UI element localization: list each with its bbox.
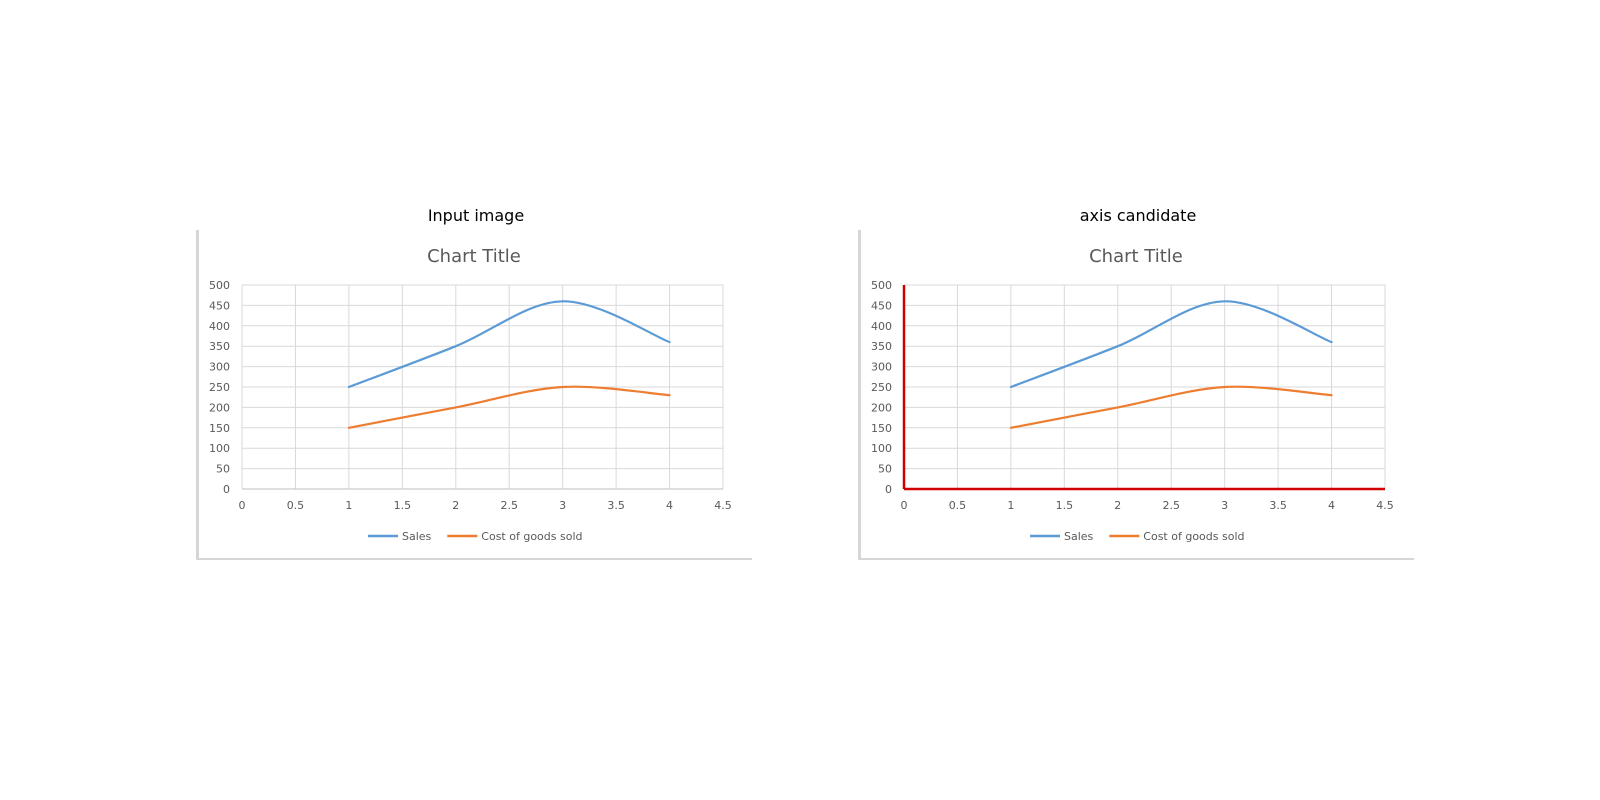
y-tick-label: 250 — [871, 381, 892, 394]
y-tick-label: 350 — [209, 340, 230, 353]
series-line — [347, 385, 671, 429]
y-tick-label: 200 — [209, 401, 230, 414]
x-tick-label: 4 — [1328, 499, 1335, 512]
x-tick-label: 0.5 — [287, 499, 305, 512]
x-tick-label: 3.5 — [607, 499, 625, 512]
y-tick-label: 400 — [871, 320, 892, 333]
y-tick-label: 500 — [209, 279, 230, 292]
chart-title: Chart Title — [1089, 246, 1183, 267]
x-tick-label: 3 — [1221, 499, 1228, 512]
panel-caption: axis candidate — [1079, 206, 1197, 225]
line-chart: Chart Title 0 50 100 150 200 250 300 350 400 450 50… — [871, 246, 1394, 543]
y-tick-label: 300 — [871, 361, 892, 374]
x-tick-label: 4.5 — [1376, 499, 1394, 512]
x-tick-label: 0.5 — [949, 499, 967, 512]
x-tick-label: 3.5 — [1269, 499, 1287, 512]
legend-label: Sales — [1064, 530, 1094, 543]
y-tick-label: 250 — [209, 381, 230, 394]
series-line — [347, 300, 671, 389]
x-tick-label: 2.5 — [500, 499, 518, 512]
y-tick-label: 50 — [216, 463, 230, 476]
panel-caption: Input image — [427, 206, 525, 225]
axis-candidate-panel: axis candidate Chart Title 0 50 100 150 200 25… — [858, 200, 1418, 570]
y-tick-label: 350 — [871, 340, 892, 353]
x-tick-label: 0 — [239, 499, 246, 512]
y-tick-label: 100 — [209, 442, 230, 455]
legend-label: Cost of goods sold — [481, 530, 582, 543]
line-chart: Chart Title 0 50 100 150 200 250 300 350 400 450 50… — [209, 246, 732, 543]
y-tick-label: 50 — [878, 463, 892, 476]
y-tick-label: 150 — [209, 422, 230, 435]
x-tick-label: 2 — [452, 499, 459, 512]
x-tick-label: 0 — [901, 499, 908, 512]
chart-title: Chart Title — [427, 246, 521, 267]
x-tick-label: 1.5 — [1056, 499, 1074, 512]
y-tick-label: 0 — [885, 483, 892, 496]
x-tick-label: 3 — [559, 499, 566, 512]
y-tick-label: 450 — [209, 299, 230, 312]
x-tick-label: 1.5 — [394, 499, 412, 512]
chart-frame — [196, 230, 752, 560]
x-tick-label: 1 — [345, 499, 352, 512]
input-image-panel: Input image Chart Title 0 50 100 150 200 250 30… — [196, 200, 756, 570]
y-tick-label: 400 — [209, 320, 230, 333]
x-tick-label: 1 — [1007, 499, 1014, 512]
y-tick-label: 100 — [871, 442, 892, 455]
legend-label: Sales — [402, 530, 432, 543]
x-tick-label: 4.5 — [714, 499, 732, 512]
x-tick-label: 2 — [1114, 499, 1121, 512]
chart-frame — [858, 230, 1414, 560]
x-tick-label: 2.5 — [1162, 499, 1180, 512]
y-tick-label: 300 — [209, 361, 230, 374]
series-line — [1009, 300, 1333, 389]
y-tick-label: 500 — [871, 279, 892, 292]
y-tick-label: 0 — [223, 483, 230, 496]
x-tick-label: 4 — [666, 499, 673, 512]
legend-label: Cost of goods sold — [1143, 530, 1244, 543]
series-line — [1009, 385, 1333, 429]
y-tick-label: 450 — [871, 299, 892, 312]
y-tick-label: 200 — [871, 401, 892, 414]
y-tick-label: 150 — [871, 422, 892, 435]
